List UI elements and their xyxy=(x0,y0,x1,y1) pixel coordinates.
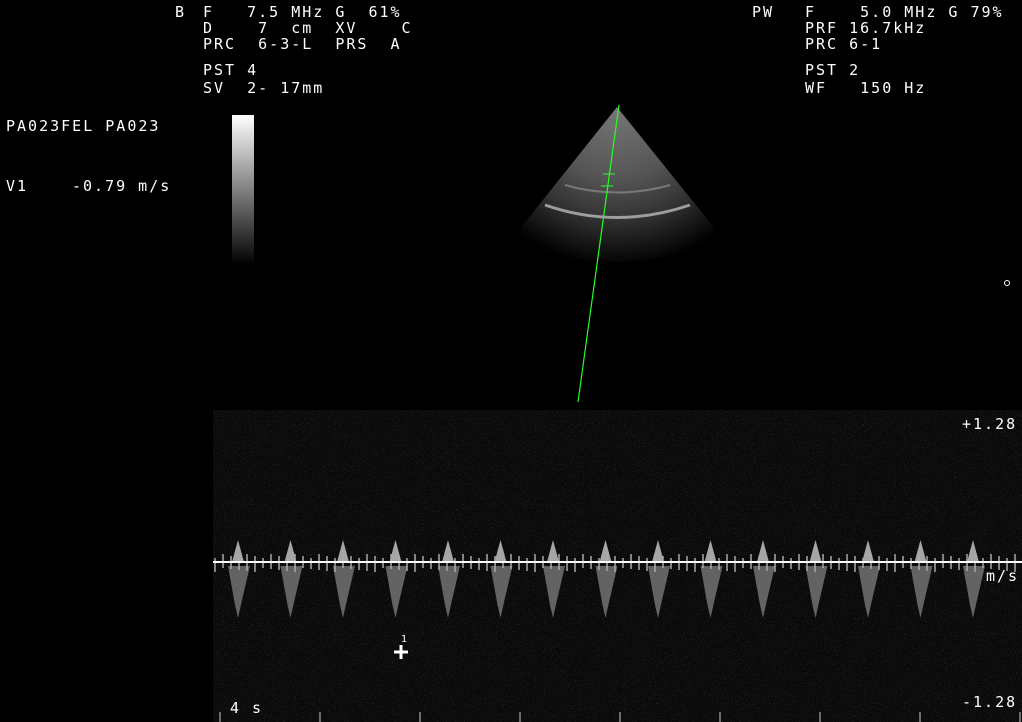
scale-unit: m/s xyxy=(986,568,1019,584)
b-mode-sector xyxy=(515,107,720,263)
param-line: SV 2- 17mm xyxy=(203,80,324,96)
scale-top: +1.28 xyxy=(962,416,1017,432)
indicator xyxy=(1005,281,1010,286)
image-layer xyxy=(0,0,1022,722)
scale-bottom: -1.28 xyxy=(962,694,1017,710)
param-line: F 7.5 MHz G 61% xyxy=(203,4,402,20)
param-line: PRC 6-1 xyxy=(805,36,882,52)
patient-id: PA023FEL PA023 xyxy=(6,118,160,134)
param-line: PRC 6-3-L PRS A xyxy=(203,36,402,52)
param-line: PRF 16.7kHz xyxy=(805,20,926,36)
param-line: WF 150 Hz xyxy=(805,80,926,96)
measurement-value: -0.79 m/s xyxy=(72,178,171,194)
measurement-label: V1 xyxy=(6,178,28,194)
param-line: F 5.0 MHz G 79% xyxy=(805,4,1004,20)
param-line: PST 4 xyxy=(203,62,258,78)
sweep-time: 4 s xyxy=(230,700,263,716)
marker-label: 1 xyxy=(401,632,407,648)
param-line: PST 2 xyxy=(805,62,860,78)
param-line: D 7 cm XV C xyxy=(203,20,413,36)
ultrasound-screen: B F 7.5 MHz G 61% D 7 cm XV C PRC 6-3-L … xyxy=(0,0,1022,722)
mode-label: B xyxy=(175,4,186,20)
gray-scale-bar xyxy=(232,115,254,265)
mode-label: PW xyxy=(752,4,774,20)
